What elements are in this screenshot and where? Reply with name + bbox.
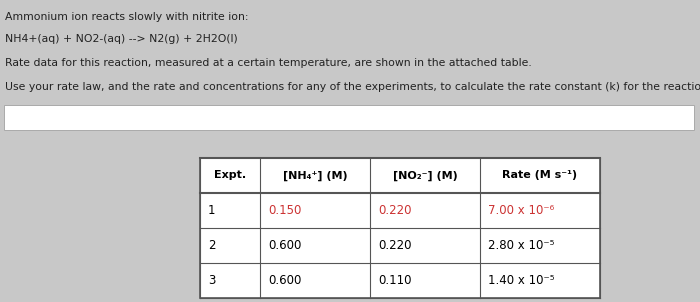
Text: [NH₄⁺] (M): [NH₄⁺] (M) [283, 170, 347, 181]
Text: Rate (M s⁻¹): Rate (M s⁻¹) [503, 171, 578, 181]
Text: Type your response: Type your response [10, 108, 111, 118]
Text: NH4+(aq) + NO2-(aq) --> N2(g) + 2H2O(l): NH4+(aq) + NO2-(aq) --> N2(g) + 2H2O(l) [5, 34, 238, 44]
Text: Ammonium ion reacts slowly with nitrite ion:: Ammonium ion reacts slowly with nitrite … [5, 12, 248, 22]
Text: 2: 2 [208, 239, 216, 252]
Text: 1: 1 [208, 204, 216, 217]
Text: 0.220: 0.220 [378, 239, 412, 252]
Text: 2.80 x 10⁻⁵: 2.80 x 10⁻⁵ [488, 239, 554, 252]
Text: 1.40 x 10⁻⁵: 1.40 x 10⁻⁵ [488, 274, 554, 287]
Text: Use your rate law, and the rate and concentrations for any of the experiments, t: Use your rate law, and the rate and conc… [5, 82, 700, 92]
Text: [NO₂⁻] (M): [NO₂⁻] (M) [393, 170, 457, 181]
Text: 0.220: 0.220 [378, 204, 412, 217]
Text: Rate data for this reaction, measured at a certain temperature, are shown in the: Rate data for this reaction, measured at… [5, 58, 532, 68]
Text: 7.00 x 10⁻⁶: 7.00 x 10⁻⁶ [488, 204, 554, 217]
Text: 3: 3 [208, 274, 216, 287]
Text: 0.110: 0.110 [378, 274, 412, 287]
Text: 0.150: 0.150 [268, 204, 302, 217]
Text: 0.600: 0.600 [268, 274, 302, 287]
Text: Expt.: Expt. [214, 171, 246, 181]
Text: 0.600: 0.600 [268, 239, 302, 252]
